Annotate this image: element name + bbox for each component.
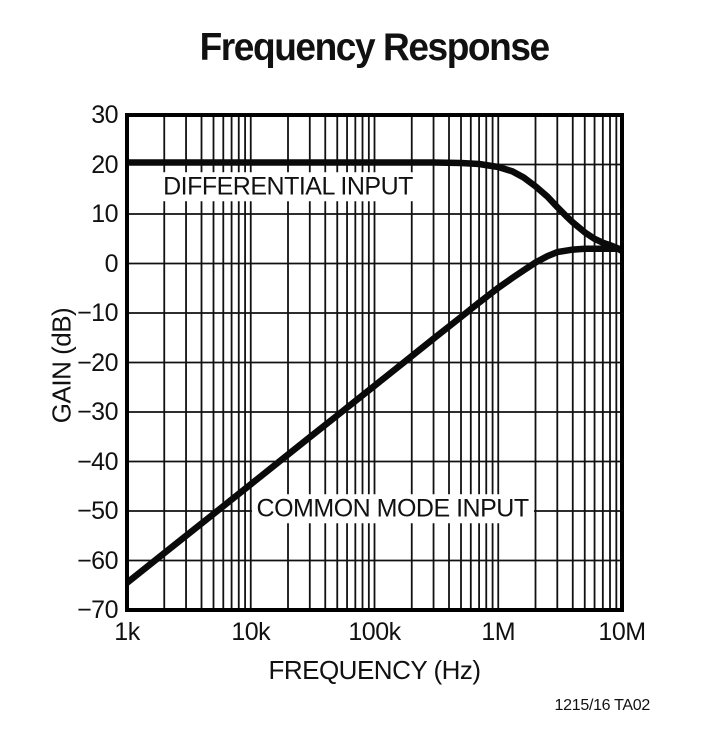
y-tick-label: −20 [77, 348, 118, 377]
y-tick-label: 30 [91, 101, 118, 129]
y-tick-label: −60 [77, 546, 118, 575]
y-tick-label: −50 [77, 497, 118, 525]
annotation-common-mode-input: COMMON MODE INPUT [251, 493, 534, 524]
annotation-differential-input: DIFFERENTIAL INPUT [158, 172, 418, 202]
y-tick-label: 20 [91, 150, 118, 179]
y-axis-title: GAIN (dB) [46, 307, 77, 424]
y-tick-label: 0 [104, 249, 119, 278]
y-tick-label: 10 [91, 200, 118, 228]
x-tick-label: 100k [348, 618, 401, 646]
y-tick-label: −30 [77, 398, 118, 426]
y-tick-label: −40 [77, 447, 118, 476]
common-mode-input-curve [124, 245, 622, 586]
x-tick-label: 10M [598, 618, 646, 646]
chart-title: Frequency Response [199, 26, 551, 69]
y-tick-label: −70 [77, 596, 118, 624]
curves [124, 159, 624, 586]
x-axis-title: FREQUENCY (Hz) [268, 655, 481, 685]
y-tick-label: −10 [77, 299, 118, 327]
x-tick-label: 1k [114, 618, 140, 646]
x-tick-label: 1M [481, 618, 516, 646]
x-tick-label: 10k [231, 618, 271, 646]
differential-input-curve [127, 159, 624, 254]
figure-caption: 1215/16 TA02 [554, 697, 651, 714]
plot-frame [125, 113, 624, 612]
